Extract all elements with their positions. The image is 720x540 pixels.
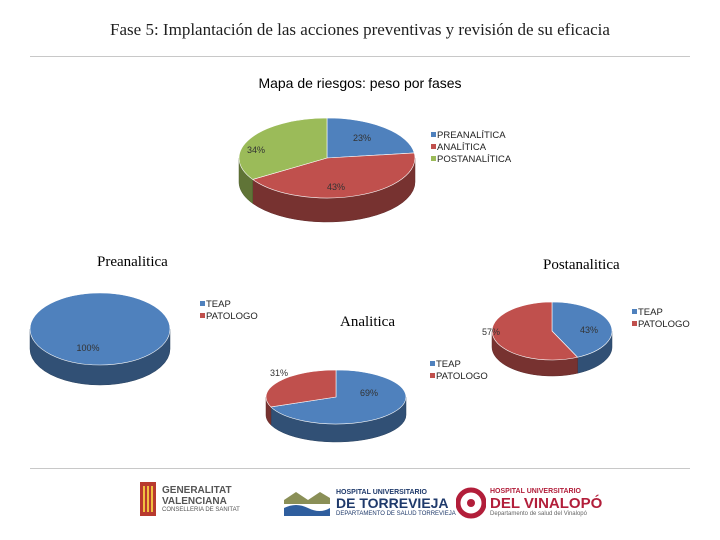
analitica-data-label: 69% (360, 388, 378, 398)
vinalopo-emblem-icon (456, 487, 486, 519)
main-legend-swatch (431, 156, 436, 161)
generalitat-line3: CONSELLERIA DE SANITAT (162, 507, 240, 514)
main-data-label: 43% (327, 182, 345, 192)
vinalopo-line3: Departamento de salud del Vinalopó (490, 511, 587, 518)
postanalitica-data-label: 57% (482, 327, 500, 337)
analitica-title: Analitica (340, 314, 395, 330)
analitica-legend-label: PATOLOGO (436, 371, 488, 382)
main-legend-label: POSTANALÍTICA (437, 154, 512, 165)
preanalitica-title: Preanalitica (97, 254, 168, 270)
analitica-slice-patologo (265, 369, 337, 408)
torrevieja-wave-icon (284, 492, 330, 516)
preanalitica-legend-label: TEAP (206, 299, 231, 310)
postanalitica-legend-label: TEAP (638, 307, 663, 318)
title-divider (30, 56, 690, 57)
generalitat-shield-icon (140, 482, 156, 516)
torrevieja-line2: DE TORREVIEJA (336, 495, 449, 512)
preanalitica-legend-swatch (200, 301, 205, 306)
vinalopo-logo: HOSPITAL UNIVERSITARIO DEL VINALOPÓ Depa… (456, 486, 602, 520)
analitica-legend-swatch (430, 373, 435, 378)
main-legend-label: PREANALÍTICA (437, 130, 506, 141)
torrevieja-line1: HOSPITAL UNIVERSITARIO (336, 488, 428, 496)
preanalitica-legend-label: PATOLOGO (206, 311, 258, 322)
vinalopo-line2: DEL VINALOPÓ (490, 494, 603, 512)
generalitat-logo: GENERALITAT VALENCIANA CONSELLERIA DE SA… (138, 480, 240, 520)
main-slice-postanalítica (238, 117, 328, 180)
analitica-legend-label: TEAP (436, 359, 461, 370)
analitica-slice-teap (270, 369, 407, 425)
postanalitica-legend-label: PATOLOGO (638, 319, 690, 330)
main-legend-swatch (431, 144, 436, 149)
postanalitica-data-label: 43% (580, 325, 598, 335)
postanalitica-slice-teap (551, 301, 613, 358)
torrevieja-logo: HOSPITAL UNIVERSITARIO DE TORREVIEJA DEP… (282, 488, 456, 518)
postanalitica-slice-patologo (491, 301, 579, 361)
main-data-label: 34% (247, 145, 265, 155)
postanalitica-legend-swatch (632, 309, 637, 314)
main-chart-title: Mapa de riesgos: peso por fases (258, 75, 462, 91)
postanalitica-legend-swatch (632, 321, 637, 326)
main-legend-label: ANALÍTICA (437, 142, 487, 153)
analitica-legend-swatch (430, 361, 435, 366)
main-pie: 23% 43% 34% PREANALÍTICAANALÍTICAPOSTANALÍT… (238, 117, 512, 223)
main-slice-analítica (252, 152, 416, 199)
slide-title: Fase 5: Implantación de las acciones pre… (110, 20, 610, 39)
main-data-label: 23% (353, 133, 371, 143)
preanalitica-data-label: 100% (76, 343, 99, 353)
generalitat-line2: VALENCIANA (162, 495, 227, 507)
preanalitica-slice-teap (29, 292, 171, 366)
main-slice-preanalítica (326, 117, 415, 159)
postanalitica-title: Postanalitica (543, 257, 620, 273)
vinalopo-line1: HOSPITAL UNIVERSITARIO (490, 488, 582, 496)
analitica-data-label: 31% (270, 368, 288, 378)
torrevieja-line3: DEPARTAMENTO DE SALUD TORREVIEJA (336, 510, 456, 517)
generalitat-line1: GENERALITAT (162, 485, 232, 497)
preanalitica-legend-swatch (200, 313, 205, 318)
footer-divider (30, 468, 690, 469)
main-legend-swatch (431, 132, 436, 137)
